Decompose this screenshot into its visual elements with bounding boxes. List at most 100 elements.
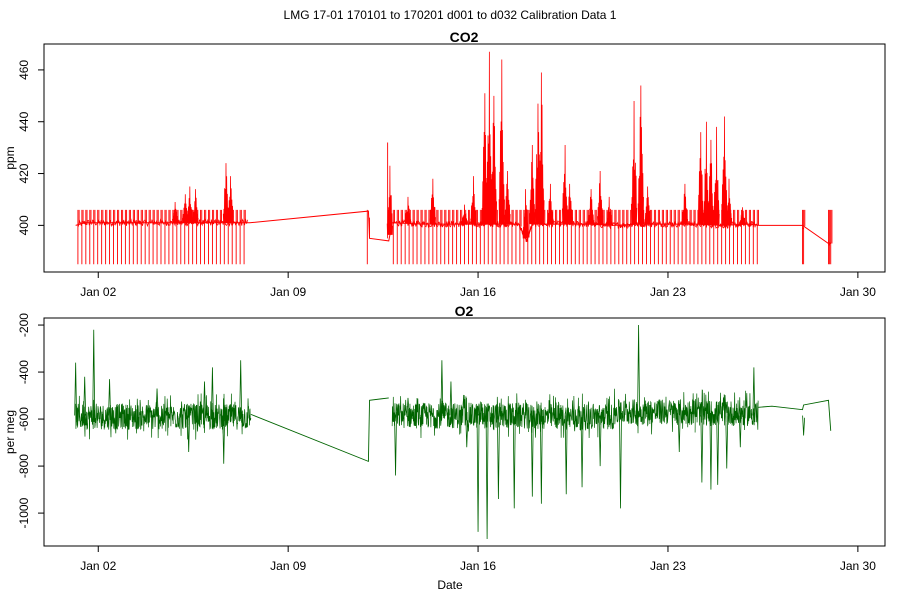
o2-series-line	[75, 388, 759, 440]
x-axis-title: Date	[437, 578, 463, 592]
o2-spike	[187, 410, 191, 452]
o2-x-tick-label: Jan 30	[840, 559, 876, 573]
co2-spike	[461, 204, 468, 225]
o2-spike	[716, 415, 720, 485]
co2-y-axis: 400 420 440 460	[17, 60, 44, 235]
o2-spike	[539, 409, 543, 504]
co2-spike	[713, 126, 720, 226]
o2-panel: O2 Jan 02 Jan 09 Jan 16 Jan 23 Jan 30 -1000 -…	[3, 303, 886, 573]
co2-spike	[522, 189, 529, 239]
co2-spike	[429, 178, 436, 225]
co2-x-tick-label: Jan 16	[460, 285, 496, 299]
co2-spike	[529, 145, 536, 225]
co2-spike	[606, 196, 613, 226]
o2-spike	[476, 413, 480, 532]
o2-spike	[580, 415, 584, 488]
o2-spike	[465, 415, 469, 448]
o2-spike	[497, 415, 500, 499]
co2-spike	[504, 170, 511, 225]
o2-y-tick-label: -600	[17, 407, 31, 431]
main-title: LMG 17-01 170101 to 170201 d001 to d032 …	[284, 8, 617, 22]
co2-spike	[404, 196, 412, 224]
o2-y-tick-label: -1000	[17, 497, 31, 528]
co2-spike	[697, 132, 704, 225]
o2-spike	[564, 409, 568, 495]
co2-x-tick-label: Jan 09	[270, 285, 306, 299]
co2-spike	[561, 145, 569, 225]
o2-spike	[802, 415, 806, 436]
co2-spike	[192, 189, 199, 223]
o2-spike	[725, 415, 729, 469]
o2-panel-title: O2	[455, 303, 474, 319]
co2-x-axis: Jan 02 Jan 09 Jan 16 Jan 23 Jan 30	[80, 271, 876, 299]
o2-spike	[512, 415, 516, 509]
o2-spike	[619, 412, 622, 509]
o2-y-tick-label: -400	[17, 360, 31, 384]
o2-spike	[752, 367, 756, 423]
co2-spike	[486, 51, 493, 225]
co2-y-tick-label: 420	[17, 163, 31, 183]
co2-spike	[644, 186, 651, 225]
co2-spike	[227, 176, 234, 223]
co2-panel-title: CO2	[450, 29, 479, 45]
o2-spike	[598, 413, 602, 467]
o2-spike	[155, 388, 159, 416]
co2-spike	[222, 163, 230, 223]
co2-panel: CO2 Jan 02 Jan 09 Jan 16 Jan 23 Jan 30 400 42…	[3, 29, 886, 299]
co2-y-tick-label: 440	[17, 111, 31, 131]
o2-spike	[222, 411, 226, 464]
co2-y-tick-label: 460	[17, 60, 31, 80]
o2-x-tick-label: Jan 16	[460, 559, 496, 573]
o2-gap-connector	[250, 397, 832, 463]
o2-y-axis-title: per meg	[3, 410, 17, 454]
o2-spike	[394, 412, 397, 476]
o2-spike	[83, 376, 87, 416]
o2-spike	[440, 360, 444, 416]
o2-x-axis: Jan 02 Jan 09 Jan 16 Jan 23 Jan 30	[80, 545, 876, 573]
co2-spike	[498, 59, 505, 225]
co2-spike	[725, 178, 733, 226]
o2-spike	[203, 381, 206, 418]
co2-spike	[172, 202, 179, 223]
co2-spike	[538, 72, 545, 225]
co2-spike	[637, 85, 644, 225]
co2-spike	[721, 116, 728, 226]
o2-spike	[738, 411, 742, 448]
co2-spike	[386, 165, 394, 235]
o2-spike	[485, 408, 489, 539]
co2-spike	[186, 186, 193, 223]
o2-spike	[530, 410, 534, 497]
o2-x-tick-label: Jan 02	[80, 559, 116, 573]
o2-spike	[74, 362, 78, 423]
o2-x-tick-label: Jan 09	[270, 559, 306, 573]
co2-spike	[490, 95, 497, 225]
o2-y-axis: -1000 -800 -600 -400 -200	[17, 313, 44, 528]
co2-spike	[587, 189, 595, 225]
co2-spike	[547, 183, 554, 225]
o2-spike	[677, 408, 681, 452]
o2-spike	[108, 379, 111, 416]
co2-y-tick-label: 400	[17, 215, 31, 235]
o2-spike	[449, 381, 453, 421]
o2-spike	[709, 410, 713, 490]
co2-x-tick-label: Jan 23	[650, 285, 686, 299]
co2-spike	[630, 100, 638, 225]
o2-x-tick-label: Jan 23	[650, 559, 686, 573]
co2-spike	[681, 183, 689, 225]
o2-spike	[406, 397, 410, 416]
o2-y-tick-label: -800	[17, 454, 31, 478]
co2-spike	[566, 183, 573, 225]
o2-spike	[700, 415, 704, 483]
o2-spike	[239, 360, 243, 418]
co2-x-tick-label: Jan 30	[840, 285, 876, 299]
co2-spike	[470, 176, 477, 225]
co2-spike	[707, 139, 715, 225]
co2-x-tick-label: Jan 02	[80, 285, 116, 299]
o2-spike	[637, 325, 640, 416]
co2-series-noise	[77, 218, 832, 246]
co2-y-axis-title: ppm	[3, 146, 17, 169]
o2-plot-frame	[43, 317, 886, 547]
co2-spike	[597, 170, 604, 225]
